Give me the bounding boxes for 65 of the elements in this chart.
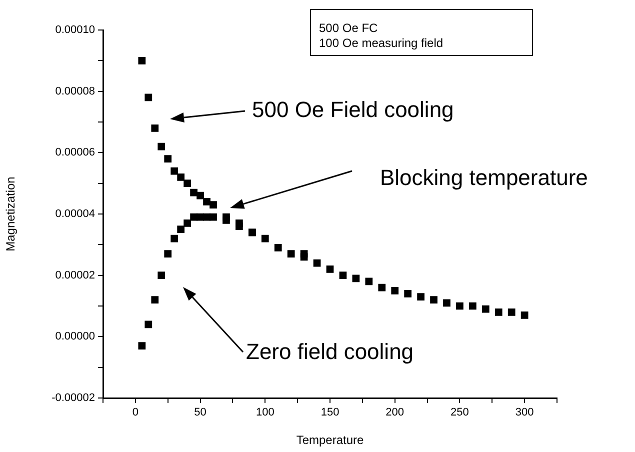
y-tick-label: 0.00004 (55, 208, 95, 220)
annotation: 100 Oe measuring field (319, 36, 444, 51)
point (151, 296, 159, 304)
point (164, 250, 172, 258)
point (313, 259, 321, 267)
point (203, 198, 210, 206)
x-tick-label: 50 (194, 406, 206, 419)
point (417, 293, 424, 300)
point (482, 305, 490, 313)
point (261, 234, 269, 242)
y-axis-title: Magnetization (4, 176, 18, 252)
point (164, 155, 172, 162)
y-tick-label: 0.00000 (55, 330, 95, 343)
point (274, 244, 282, 252)
point (339, 272, 347, 280)
point (365, 278, 373, 286)
annotation: Blocking temperature (380, 165, 588, 191)
point (287, 250, 295, 258)
point (378, 284, 386, 292)
point (352, 274, 360, 282)
x-axis-title: Temperature (296, 433, 364, 448)
x-tick-label: 150 (320, 406, 340, 419)
point (443, 299, 450, 307)
point (158, 142, 166, 150)
x-tick-label: 250 (450, 406, 469, 419)
point (177, 174, 185, 181)
point (326, 266, 334, 273)
point (210, 201, 217, 208)
point (184, 220, 191, 227)
point (404, 290, 412, 298)
point (144, 320, 152, 328)
point (236, 222, 243, 230)
point (170, 167, 178, 175)
y-tick-label: 0.00010 (55, 24, 95, 36)
point (222, 213, 230, 221)
y-tick-label: 0.00006 (55, 146, 95, 159)
point (300, 253, 308, 261)
point (158, 272, 166, 280)
y-tick-label: 0.00008 (55, 85, 95, 98)
point (508, 308, 516, 316)
x-tick-label: 0 (132, 406, 138, 419)
point (144, 94, 152, 102)
point (494, 308, 502, 316)
point (430, 296, 438, 304)
point (177, 226, 185, 234)
point (184, 180, 191, 188)
point (456, 302, 464, 310)
annotation: Zero field cooling (246, 339, 414, 365)
point (196, 192, 204, 200)
point (391, 286, 399, 294)
x-tick-label: 300 (515, 406, 534, 419)
point (190, 188, 198, 196)
x-tick-label: 200 (386, 406, 404, 419)
y-tick-label: 0.00002 (55, 269, 95, 282)
point (469, 302, 476, 310)
point (151, 124, 159, 132)
point (138, 342, 146, 350)
point (170, 234, 178, 242)
y-tick-label: -0.00002 (52, 392, 95, 404)
point (520, 312, 528, 319)
annotation: 500 Oe FC (319, 21, 379, 36)
x-tick-label: 100 (256, 406, 274, 419)
point (210, 213, 217, 221)
annotation: 500 Oe Field cooling (252, 97, 454, 123)
point (138, 56, 146, 64)
